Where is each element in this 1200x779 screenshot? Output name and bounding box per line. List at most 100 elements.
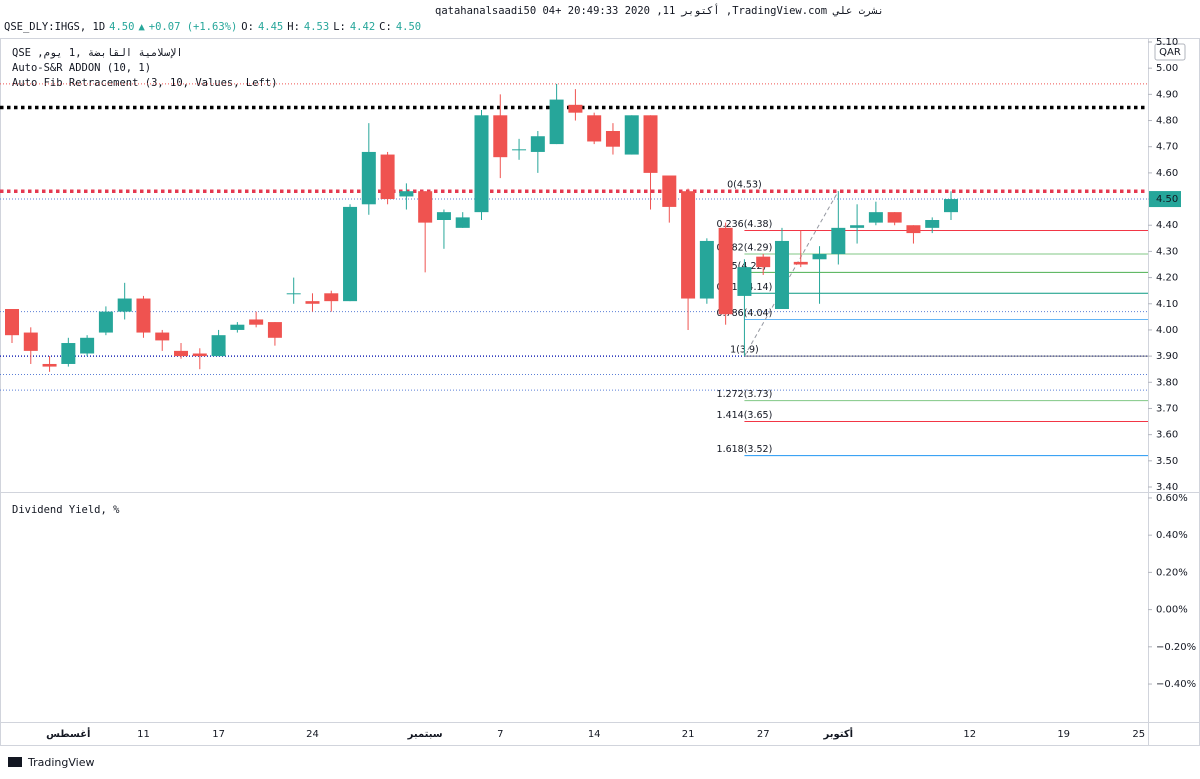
- candle-body: [681, 191, 696, 299]
- brand: TradingView: [27, 756, 94, 769]
- y-tick-label: 0.40%: [1156, 530, 1188, 541]
- candle-body: [512, 149, 527, 151]
- y-tick-label: 4.20: [1156, 273, 1178, 284]
- price-tag: [1149, 191, 1181, 208]
- candle-body: [887, 212, 902, 223]
- y-tick-label: 0.20%: [1156, 567, 1188, 578]
- candle-body: [587, 115, 602, 142]
- x-tick-label: 17: [212, 729, 225, 740]
- x-tick-label: 12: [963, 729, 976, 740]
- candle-body: [192, 353, 207, 357]
- y-tick-label: 3.90: [1156, 351, 1178, 362]
- symbol-part: 4.45: [258, 21, 283, 33]
- y-tick-label: 4.70: [1156, 142, 1178, 153]
- candle-body: [774, 240, 789, 309]
- symbol-part: C:: [379, 21, 392, 33]
- y-tick-label: 5.00: [1156, 63, 1178, 74]
- price-tag-label: 4.50: [1156, 194, 1178, 205]
- y-tick-label: 3.60: [1156, 430, 1178, 441]
- pane-title: Dividend Yield, %: [12, 504, 120, 516]
- candle-body: [380, 154, 395, 200]
- candle-body: [155, 332, 170, 341]
- x-tick-label: 24: [306, 729, 319, 740]
- y-tick-label: 3.70: [1156, 403, 1178, 414]
- candle-body: [305, 301, 320, 304]
- candle-body: [944, 199, 958, 213]
- fib-label: 1.414(3.65): [717, 410, 773, 421]
- currency-badge: [1154, 43, 1186, 61]
- candle-body: [399, 191, 414, 197]
- x-tick-label: سبتمبر: [407, 729, 443, 740]
- candle-body: [286, 293, 301, 295]
- y-tick-label: −0.40%: [1156, 679, 1196, 690]
- x-tick-label: 11: [137, 729, 150, 740]
- y-tick-label: 4.10: [1156, 299, 1178, 310]
- symbol-part: ▲: [138, 21, 145, 33]
- candle-body: [98, 311, 113, 333]
- x-tick-label: أغسطس: [46, 727, 90, 740]
- x-tick-label: 14: [588, 729, 601, 740]
- candle-body: [699, 240, 714, 299]
- legend-sr: Auto-S&R ADDON (10, 1): [12, 62, 151, 74]
- candle-body: [643, 115, 658, 173]
- x-tick-label: 25: [1132, 729, 1145, 740]
- symbol-part: QSE_DLY:IHGS, 1D: [4, 21, 105, 33]
- x-tick-label: أكتوبر: [823, 727, 854, 740]
- fib-label: 1.618(3.52): [717, 444, 773, 455]
- legend-symbol: QSE ,الإسلامية القابضة ,1 يوم: [12, 47, 183, 59]
- candle-body: [361, 151, 376, 205]
- brand-logo: [8, 757, 22, 767]
- symbol-part: 4.42: [350, 21, 375, 33]
- candle-body: [868, 212, 883, 223]
- fib-label: 0.382(4.29): [717, 243, 773, 254]
- fib-trend: [743, 190, 839, 357]
- candle-body: [831, 227, 846, 255]
- currency: QAR: [1159, 47, 1181, 58]
- candle-body: [812, 254, 827, 260]
- candle-body: [136, 298, 151, 333]
- symbol-line: QSE_DLY:IHGS, 1D 4.50 ▲ +0.07 (+1.63%) O: 4.4…: [4, 21, 421, 33]
- legend-fib: Auto Fib Retracement (3, 10, Values, Lef…: [12, 77, 278, 89]
- candle-body: [850, 225, 865, 228]
- candle-body: [530, 136, 545, 152]
- candle-body: [756, 256, 771, 268]
- candle-body: [718, 227, 733, 315]
- fib-label: 0(4.53): [727, 180, 762, 191]
- candle-body: [925, 220, 940, 228]
- candle-body: [249, 319, 264, 325]
- y-tick-label: 3.40: [1156, 482, 1178, 493]
- y-tick-label: 4.30: [1156, 246, 1178, 257]
- candle-body: [605, 131, 620, 147]
- candle-body: [211, 335, 226, 357]
- y-tick-label: 3.80: [1156, 377, 1178, 388]
- candle-body: [568, 104, 583, 113]
- candle-body: [436, 212, 451, 220]
- symbol-part: 4.50: [396, 21, 421, 33]
- y-tick-label: 0.00%: [1156, 605, 1188, 616]
- x-tick-label: 19: [1057, 729, 1070, 740]
- y-tick-label: 0.60%: [1156, 493, 1188, 504]
- symbol-part: 4.53: [304, 21, 329, 33]
- y-tick-label: −0.20%: [1156, 642, 1196, 653]
- candle-body: [5, 309, 19, 336]
- candle-body: [906, 225, 921, 234]
- candle-body: [493, 115, 508, 158]
- y-tick-label: 4.00: [1156, 325, 1178, 336]
- symbol-part: +0.07 (+1.63%): [149, 21, 238, 33]
- candle-body: [662, 175, 677, 207]
- candle-body: [455, 217, 470, 228]
- x-tick-label: 27: [757, 729, 770, 740]
- candle-body: [230, 324, 245, 330]
- candle-body: [474, 115, 489, 213]
- x-tick-label: 7: [497, 729, 503, 740]
- candle-body: [42, 363, 57, 367]
- fib-label: 0.236(4.38): [717, 219, 773, 230]
- y-tick-label: 5.10: [1156, 37, 1178, 48]
- fib-label: 1.272(3.73): [717, 389, 773, 400]
- symbol-part: 4.50: [109, 21, 134, 33]
- candle-body: [418, 191, 433, 223]
- candle-body: [80, 337, 95, 354]
- symbol-part: H:: [287, 21, 300, 33]
- candle-body: [174, 350, 189, 357]
